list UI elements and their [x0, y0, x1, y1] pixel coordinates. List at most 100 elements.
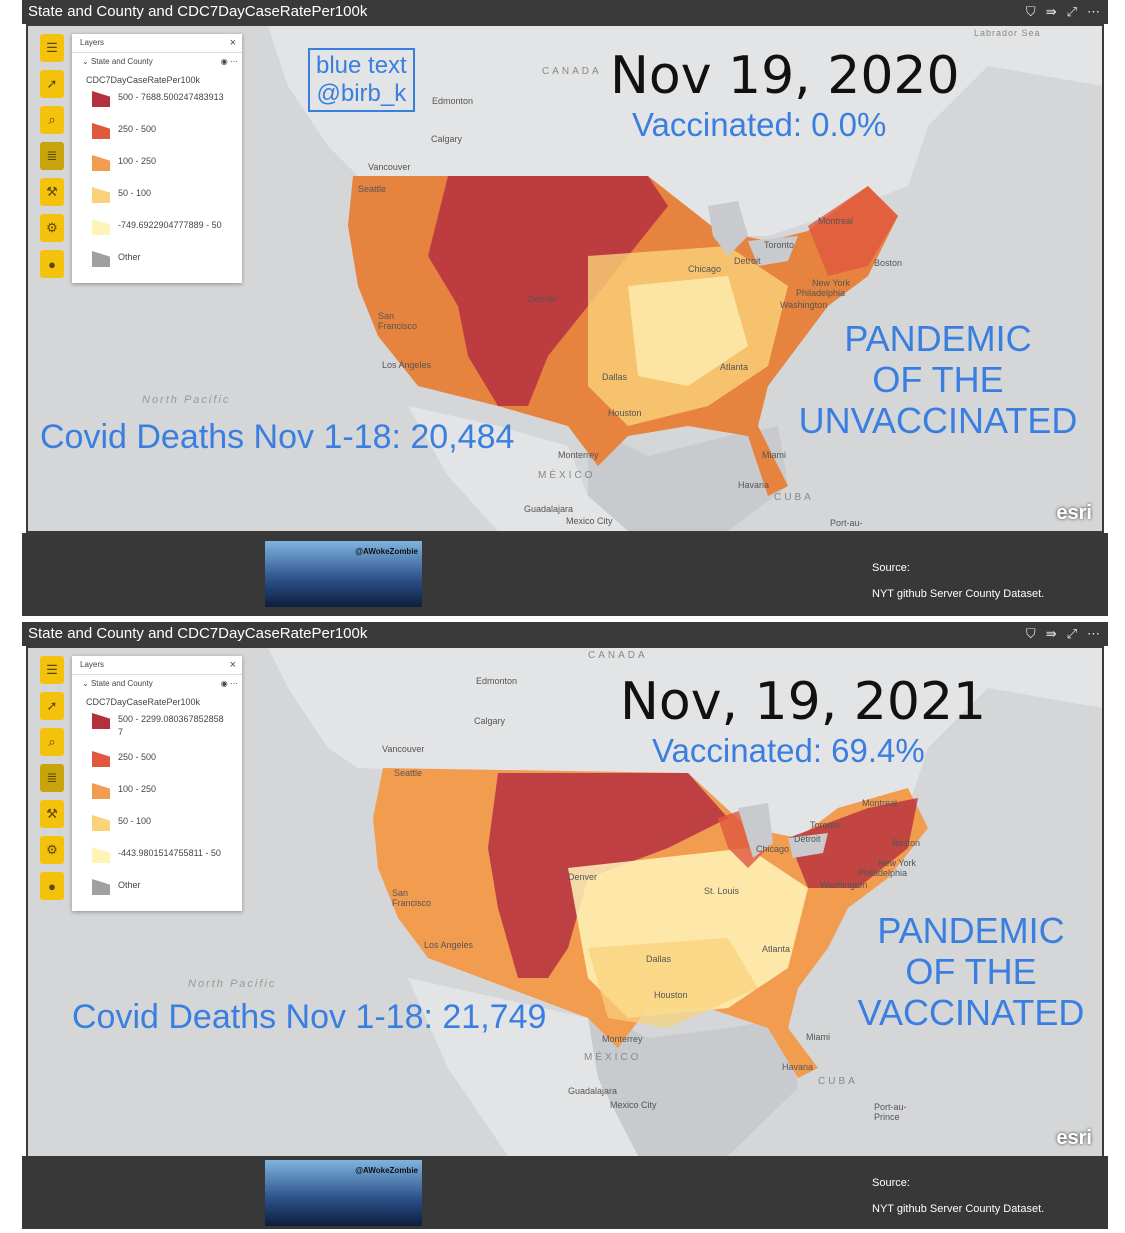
- place-label: CANADA: [542, 66, 602, 77]
- city-label: Mexico City: [610, 1100, 657, 1110]
- legend-item: 50 - 100: [72, 187, 242, 207]
- layers-header: Layers: [80, 38, 105, 47]
- focus-mode-icon[interactable]: ⤢: [1066, 4, 1077, 19]
- layer-name: State and County: [90, 679, 153, 688]
- close-icon[interactable]: ×: [229, 659, 236, 671]
- layers-header: Layers: [80, 660, 105, 669]
- drill-icon[interactable]: ⇛: [1045, 4, 1057, 19]
- place-label: Labrador Sea: [974, 28, 1041, 38]
- city-label: Edmonton: [476, 676, 518, 686]
- city-label: Miami: [762, 450, 786, 460]
- filter-icon[interactable]: ⛉: [1025, 4, 1036, 19]
- legend-label: Other: [118, 252, 141, 262]
- wrench-icon[interactable]: ⚒: [40, 178, 64, 206]
- gear-icon[interactable]: ⚙: [40, 214, 64, 242]
- city-label: Philadelphia: [858, 868, 908, 878]
- filter-icon[interactable]: ⛉: [1025, 626, 1036, 641]
- pointer-icon[interactable]: ➚: [40, 692, 64, 720]
- layer-name: State and County: [90, 57, 153, 66]
- credit-line: @birb_k: [316, 80, 407, 107]
- city-label: Havana: [782, 1062, 814, 1072]
- legend-swatch: [92, 91, 110, 107]
- chevron-down-icon[interactable]: ⌄: [82, 679, 91, 688]
- city-label: San Francisco: [378, 311, 418, 331]
- city-label: Vancouver: [368, 162, 411, 172]
- legend-label: 500 - 7688.500247483913: [118, 92, 224, 102]
- ocean-label: North Pacific: [188, 978, 277, 990]
- menu-icon[interactable]: ☰: [40, 656, 64, 684]
- map-canvas[interactable]: CANADA MÉXICO CUBA North Pacific Edmonto…: [26, 646, 1104, 1158]
- city-label: Chicago: [756, 844, 790, 854]
- visibility-icon[interactable]: ◉ ⋯: [220, 57, 238, 66]
- legend-icon[interactable]: ≣: [40, 142, 64, 170]
- deaths-caption: Covid Deaths Nov 1-18: 20,484: [40, 418, 515, 456]
- city-label: Chicago: [688, 264, 722, 274]
- ocean-label: North Pacific: [142, 394, 231, 406]
- place-label: MÉXICO: [584, 1052, 642, 1063]
- city-label: Philadelphia: [796, 288, 846, 298]
- city-label: Washington: [820, 880, 868, 890]
- vaccinated-rate: Vaccinated: 69.4%: [652, 732, 925, 769]
- basemap: [28, 648, 1102, 1156]
- pandemic-line: VACCINATED: [857, 992, 1085, 1033]
- panel-footer: @AWokeZombie Source: NYT github Server C…: [22, 1156, 1108, 1229]
- pandemic-line: OF THE: [872, 359, 1004, 400]
- esri-logo: esri: [1056, 502, 1092, 524]
- layers-panel: Layers × ⌄ State and County ◉ ⋯ CDC7DayCas…: [72, 34, 242, 283]
- city-label: Dallas: [646, 954, 672, 964]
- legend-icon[interactable]: ≣: [40, 764, 64, 792]
- map-toolbar: ☰ ➚ ⌕ ≣ ⚒ ⚙ ●: [40, 656, 64, 900]
- legend-label: 250 - 500: [118, 124, 157, 134]
- city-label: Monterrey: [602, 1034, 643, 1044]
- gear-icon[interactable]: ⚙: [40, 836, 64, 864]
- credit-box: blue text @birb_k: [308, 48, 415, 112]
- chevron-down-icon[interactable]: ⌄: [82, 57, 91, 66]
- more-options-icon[interactable]: ⋯: [1087, 4, 1100, 19]
- legend-field: CDC7DayCaseRatePer100k: [86, 697, 201, 707]
- city-label: Toronto: [764, 240, 795, 250]
- legend-label: 250 - 500: [118, 752, 157, 762]
- visibility-icon[interactable]: ◉ ⋯: [220, 679, 238, 688]
- legend-swatch: [92, 251, 110, 267]
- city-label: Seattle: [394, 768, 423, 778]
- focus-mode-icon[interactable]: ⤢: [1066, 626, 1077, 641]
- user-icon[interactable]: ●: [40, 250, 64, 278]
- source-text: NYT github Server County Dataset.: [872, 1203, 1045, 1215]
- legend-item: Other: [72, 879, 242, 899]
- source-label: Source:: [872, 562, 910, 574]
- legend-label: Other: [118, 880, 141, 890]
- city-label: San Francisco: [392, 888, 432, 908]
- legend-item: 250 - 500: [72, 123, 242, 143]
- search-icon[interactable]: ⌕: [40, 106, 64, 134]
- search-icon[interactable]: ⌕: [40, 728, 64, 756]
- legend-item: -443.9801514755811 - 50: [72, 847, 242, 867]
- city-label: Detroit: [734, 256, 761, 266]
- close-icon[interactable]: ×: [229, 37, 236, 49]
- city-label: Guadalajara: [524, 504, 574, 514]
- menu-icon[interactable]: ☰: [40, 34, 64, 62]
- wrench-icon[interactable]: ⚒: [40, 800, 64, 828]
- legend-item: 100 - 250: [72, 155, 242, 175]
- place-label: MÉXICO: [538, 470, 596, 481]
- city-label: Atlanta: [720, 362, 749, 372]
- more-options-icon[interactable]: ⋯: [1087, 626, 1100, 641]
- place-label: CUBA: [774, 492, 814, 503]
- city-label: Vancouver: [382, 744, 425, 754]
- city-label: Boston: [874, 258, 903, 268]
- legend-label: 100 - 250: [118, 156, 157, 166]
- city-label: New York: [812, 278, 851, 288]
- drill-icon[interactable]: ⇛: [1045, 626, 1057, 641]
- esri-logo: esri: [1056, 1127, 1092, 1149]
- pandemic-caption: PANDEMIC OF THE VACCINATED: [836, 910, 1102, 1033]
- pointer-icon[interactable]: ➚: [40, 70, 64, 98]
- map-canvas[interactable]: CANADA MÉXICO CUBA Labrador Sea North Pa…: [26, 24, 1104, 533]
- pandemic-line: PANDEMIC: [844, 318, 1032, 359]
- basemap: [28, 26, 1102, 531]
- city-label: St. Louis: [704, 886, 740, 896]
- user-icon[interactable]: ●: [40, 872, 64, 900]
- deaths-caption: Covid Deaths Nov 1-18: 21,749: [72, 998, 547, 1036]
- panel-footer: @AWokeZombie Source: NYT github Server C…: [22, 533, 1108, 616]
- legend-item: 500 - 2299.0803678528587: [72, 713, 242, 739]
- source-block: Source: NYT github Server County Dataset…: [872, 555, 1044, 607]
- city-label: Toronto: [810, 820, 841, 830]
